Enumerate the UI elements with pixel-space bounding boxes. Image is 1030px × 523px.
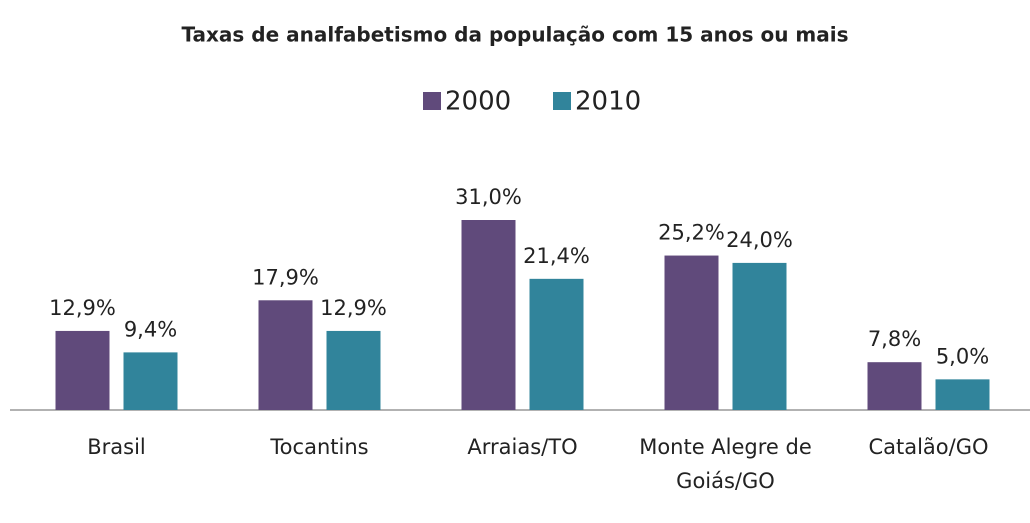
- bar: [664, 255, 719, 410]
- data-label: 7,8%: [868, 327, 921, 351]
- data-label: 12,9%: [49, 296, 116, 320]
- bar: [935, 379, 990, 410]
- data-label: 5,0%: [936, 344, 989, 368]
- x-tick-label: Arraias/TO: [467, 435, 578, 459]
- bar: [326, 330, 381, 410]
- bar: [529, 278, 584, 410]
- data-label: 24,0%: [726, 228, 793, 252]
- data-label: 12,9%: [320, 296, 387, 320]
- x-tick-label: Brasil: [87, 435, 146, 459]
- legend-label: 2010: [575, 87, 641, 117]
- data-label: 31,0%: [455, 185, 522, 209]
- bar: [867, 362, 922, 410]
- data-label: 25,2%: [658, 221, 725, 245]
- x-tick-label: Monte Alegre de Goiás/GO: [639, 435, 812, 493]
- bar: [461, 220, 516, 410]
- x-tick-label: Catalão/GO: [868, 435, 989, 459]
- legend-swatch: [423, 92, 441, 110]
- data-label: 21,4%: [523, 244, 590, 268]
- chart-title: Taxas de analfabetismo da população com …: [181, 23, 848, 47]
- x-tick-label: Tocantins: [270, 435, 369, 459]
- bar: [732, 262, 787, 410]
- data-label: 9,4%: [124, 317, 177, 341]
- bar: [123, 352, 178, 410]
- data-label: 17,9%: [252, 265, 319, 289]
- bar: [55, 330, 110, 410]
- bar: [258, 300, 313, 410]
- legend-swatch: [553, 92, 571, 110]
- legend-label: 2000: [445, 87, 511, 117]
